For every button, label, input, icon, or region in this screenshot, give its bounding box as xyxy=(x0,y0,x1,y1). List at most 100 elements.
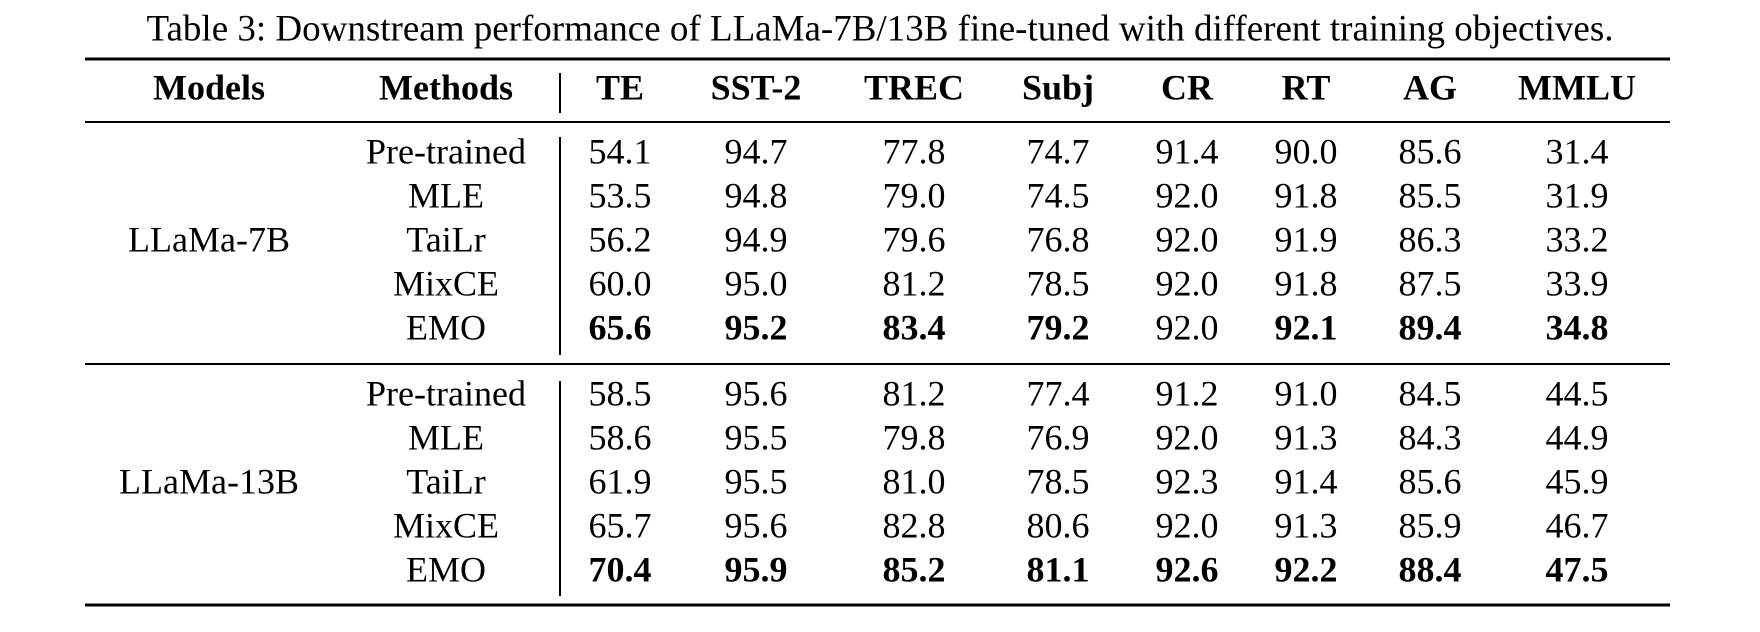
table-cell: 81.2 xyxy=(883,373,946,413)
table-cell: 95.5 xyxy=(725,461,788,501)
table-cell: 94.7 xyxy=(725,131,788,171)
table-cell: 95.6 xyxy=(725,373,788,413)
table-cell: 79.8 xyxy=(883,417,946,457)
table-cell: 54.1 xyxy=(589,131,652,171)
column-header: TE xyxy=(596,67,644,107)
table-cell: 61.9 xyxy=(589,461,652,501)
table-cell: 92.2 xyxy=(1275,549,1338,589)
method-name: MixCE xyxy=(393,263,499,303)
table-cell: 94.9 xyxy=(725,219,788,259)
table-cell: 77.4 xyxy=(1027,373,1090,413)
table-cell: 65.7 xyxy=(589,505,652,545)
table-cell: 85.9 xyxy=(1399,505,1462,545)
table-cell: 81.0 xyxy=(883,461,946,501)
table-cell: 76.9 xyxy=(1027,417,1090,457)
method-name: MLE xyxy=(408,175,484,215)
table-cell: 92.0 xyxy=(1156,417,1219,457)
table-cell: 60.0 xyxy=(589,263,652,303)
table-cell: 92.0 xyxy=(1156,505,1219,545)
table-cell: 58.6 xyxy=(589,417,652,457)
table-cell: 95.9 xyxy=(725,549,788,589)
column-header: Methods xyxy=(379,67,513,107)
table-cell: 91.9 xyxy=(1275,219,1338,259)
table-cell: 95.0 xyxy=(725,263,788,303)
method-name: TaiLr xyxy=(406,219,485,259)
method-name: Pre-trained xyxy=(366,131,526,171)
table-cell: 76.8 xyxy=(1027,219,1090,259)
table-cell: 31.9 xyxy=(1546,175,1609,215)
column-header: CR xyxy=(1161,67,1214,107)
table-cell: 31.4 xyxy=(1546,131,1609,171)
table-cell: 84.3 xyxy=(1399,417,1462,457)
table-cell: 91.8 xyxy=(1275,263,1338,303)
table-cell: 92.3 xyxy=(1156,461,1219,501)
table-cell: 92.0 xyxy=(1156,307,1219,347)
table-cell: 85.5 xyxy=(1399,175,1462,215)
table-cell: 92.0 xyxy=(1156,175,1219,215)
table-cell: 92.0 xyxy=(1156,219,1219,259)
table-cell: 44.5 xyxy=(1546,373,1609,413)
table-cell: 33.9 xyxy=(1546,263,1609,303)
table-cell: 85.2 xyxy=(883,549,946,589)
table-cell: 78.5 xyxy=(1027,263,1090,303)
table-cell: 78.5 xyxy=(1027,461,1090,501)
table-cell: 79.6 xyxy=(883,219,946,259)
table-cell: 83.4 xyxy=(883,307,946,347)
table-cell: 81.1 xyxy=(1027,549,1090,589)
table-cell: 87.5 xyxy=(1399,263,1462,303)
table-cell: 91.3 xyxy=(1275,417,1338,457)
table-cell: 34.8 xyxy=(1546,307,1609,347)
table-cell: 70.4 xyxy=(589,549,652,589)
table-cell: 91.4 xyxy=(1156,131,1219,171)
table-cell: 92.6 xyxy=(1156,549,1219,589)
method-name: MLE xyxy=(408,417,484,457)
table-cell: 81.2 xyxy=(883,263,946,303)
table-cell: 47.5 xyxy=(1546,549,1609,589)
table-cell: 89.4 xyxy=(1399,307,1462,347)
table-cell: 95.5 xyxy=(725,417,788,457)
column-header: SST-2 xyxy=(711,67,802,107)
table-cell: 45.9 xyxy=(1546,461,1609,501)
table-cell: 58.5 xyxy=(589,373,652,413)
table-cell: 56.2 xyxy=(589,219,652,259)
model-name: LLaMa-7B xyxy=(128,219,290,259)
table-cell: 79.2 xyxy=(1027,307,1090,347)
method-name: EMO xyxy=(406,307,486,347)
method-name: EMO xyxy=(406,549,486,589)
table-cell: 44.9 xyxy=(1546,417,1609,457)
table-cell: 53.5 xyxy=(589,175,652,215)
table-cell: 33.2 xyxy=(1546,219,1609,259)
table-cell: 79.0 xyxy=(883,175,946,215)
table-cell: 82.8 xyxy=(883,505,946,545)
table-cell: 91.8 xyxy=(1275,175,1338,215)
table-cell: 95.2 xyxy=(725,307,788,347)
table-cell: 86.3 xyxy=(1399,219,1462,259)
method-name: TaiLr xyxy=(406,461,485,501)
table-cell: 85.6 xyxy=(1399,461,1462,501)
table-cell: 92.1 xyxy=(1275,307,1338,347)
table-cell: 92.0 xyxy=(1156,263,1219,303)
table-cell: 94.8 xyxy=(725,175,788,215)
table-cell: 77.8 xyxy=(883,131,946,171)
table-cell: 84.5 xyxy=(1399,373,1462,413)
table-cell: 65.6 xyxy=(589,307,652,347)
table-cell: 91.4 xyxy=(1275,461,1338,501)
caption: Table 3: Downstream performance of LLaMa… xyxy=(146,8,1613,49)
column-header: RT xyxy=(1282,67,1331,107)
column-header: Subj xyxy=(1022,67,1094,107)
table-cell: 95.6 xyxy=(725,505,788,545)
table-cell: 91.2 xyxy=(1156,373,1219,413)
column-header: TREC xyxy=(864,67,964,107)
table-cell: 74.7 xyxy=(1027,131,1090,171)
column-header: MMLU xyxy=(1518,67,1636,107)
table-cell: 85.6 xyxy=(1399,131,1462,171)
model-name: LLaMa-13B xyxy=(119,461,299,501)
method-name: Pre-trained xyxy=(366,373,526,413)
table-cell: 90.0 xyxy=(1275,131,1338,171)
table-cell: 80.6 xyxy=(1027,505,1090,545)
table-cell: 91.0 xyxy=(1275,373,1338,413)
table-cell: 91.3 xyxy=(1275,505,1338,545)
table-cell: 46.7 xyxy=(1546,505,1609,545)
